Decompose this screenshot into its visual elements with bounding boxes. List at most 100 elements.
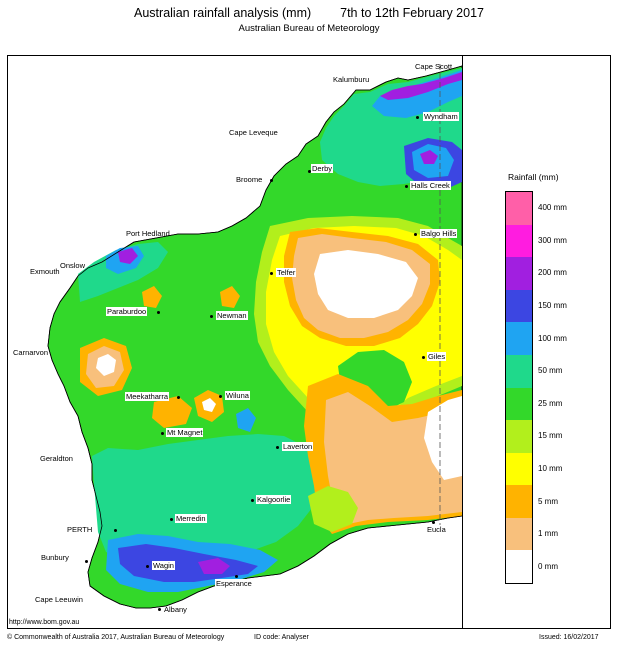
place-marker bbox=[114, 529, 117, 532]
place-marker bbox=[170, 518, 173, 521]
legend-label: 50 mm bbox=[538, 366, 563, 376]
place-label-meekatharra: Meekatharra bbox=[125, 392, 170, 401]
legend-label: 200 mm bbox=[538, 268, 567, 278]
legend-swatch bbox=[506, 387, 532, 421]
newman-5mm bbox=[220, 286, 240, 308]
place-label-balgo-hills: Balgo Hills bbox=[420, 229, 458, 238]
place-marker bbox=[414, 233, 417, 236]
place-marker bbox=[405, 185, 408, 188]
place-marker bbox=[158, 608, 161, 611]
place-label-wiluna: Wiluna bbox=[225, 391, 250, 400]
legend-swatch bbox=[506, 289, 532, 323]
place-marker bbox=[210, 315, 213, 318]
legend-title: Rainfall (mm) bbox=[508, 172, 559, 182]
map-title: Australian rainfall analysis (mm) 7th to… bbox=[0, 6, 618, 20]
place-label-kalgoorlie: Kalgoorlie bbox=[256, 495, 292, 504]
rainfall-map bbox=[8, 56, 462, 628]
legend-color-bar bbox=[505, 191, 533, 584]
place-marker bbox=[270, 179, 273, 182]
southwest-50mm bbox=[92, 434, 320, 564]
place-marker bbox=[219, 395, 222, 398]
coastline bbox=[47, 65, 462, 609]
place-marker bbox=[422, 356, 425, 359]
land-rainfall bbox=[47, 65, 462, 609]
legend-swatch bbox=[506, 485, 532, 519]
laverton-100mm bbox=[236, 408, 256, 432]
legend-label: 25 mm bbox=[538, 398, 563, 408]
meekatharra-5mm bbox=[152, 396, 192, 428]
place-label-broome: Broome bbox=[236, 175, 263, 184]
place-label-cape-leveque: Cape Leveque bbox=[229, 128, 278, 137]
place-label-cape-scott: Cape Scott bbox=[415, 62, 453, 71]
place-label-giles: Giles bbox=[427, 352, 447, 361]
legend-label: 10 mm bbox=[538, 463, 563, 473]
place-marker bbox=[251, 499, 254, 502]
place-label-derby: Derby bbox=[311, 164, 334, 173]
map-legend-divider bbox=[462, 55, 463, 629]
title-text: Australian rainfall analysis (mm) bbox=[134, 6, 312, 20]
place-marker bbox=[85, 560, 88, 563]
place-marker bbox=[177, 396, 180, 399]
legend-label: 150 mm bbox=[538, 301, 567, 311]
place-label-exmouth: Exmouth bbox=[30, 267, 60, 276]
legend-swatch bbox=[506, 224, 532, 258]
place-marker bbox=[270, 272, 273, 275]
legend-label: 5 mm bbox=[538, 496, 558, 506]
wagin-200mm bbox=[198, 558, 230, 574]
legend-swatch bbox=[506, 517, 532, 551]
legend-swatch bbox=[506, 257, 532, 291]
legend-label: 300 mm bbox=[538, 235, 567, 245]
place-marker bbox=[432, 521, 435, 524]
place-label-paraburdoo: Paraburdoo bbox=[106, 307, 148, 316]
place-label-kalumburu: Kalumburu bbox=[333, 75, 370, 84]
legend-label: 15 mm bbox=[538, 431, 563, 441]
place-marker bbox=[146, 565, 149, 568]
place-marker bbox=[416, 116, 419, 119]
place-label-port-hedland: Port Hedland bbox=[126, 229, 170, 238]
place-label-carnarvon: Carnarvon bbox=[13, 348, 49, 357]
website-url: http://www.bom.gov.au bbox=[9, 619, 80, 626]
legend-swatch bbox=[506, 354, 532, 388]
paraburdoo-5mm bbox=[142, 286, 162, 308]
carnarvon-0mm bbox=[96, 354, 116, 376]
legend-swatch bbox=[506, 420, 532, 454]
legend-label: 100 mm bbox=[538, 333, 567, 343]
place-label-esperance: Esperance bbox=[215, 579, 253, 588]
place-label-wyndham: Wyndham bbox=[423, 112, 459, 121]
place-marker bbox=[235, 575, 238, 578]
id-code: ID code: Analyser bbox=[254, 634, 309, 641]
place-marker bbox=[276, 446, 279, 449]
place-label-halls-creek: Halls Creek bbox=[410, 181, 451, 190]
map-subtitle: Australian Bureau of Meteorology bbox=[238, 23, 380, 34]
place-label-onslow: Onslow bbox=[60, 261, 86, 270]
legend-swatch bbox=[506, 322, 532, 356]
place-label-laverton: Laverton bbox=[282, 442, 314, 451]
issued-date: Issued: 16/02/2017 bbox=[539, 634, 599, 641]
nullarbor-0mm bbox=[424, 396, 462, 480]
legend-label: 0 mm bbox=[538, 561, 558, 571]
place-label-merredin: Merredin bbox=[175, 514, 207, 523]
copyright-text: © Commonwealth of Australia 2017, Austra… bbox=[7, 634, 225, 641]
legend-swatch bbox=[506, 550, 532, 584]
halls-creek-200mm bbox=[420, 150, 438, 164]
place-label-wagin: Wagin bbox=[152, 561, 175, 570]
place-label-albany: Albany bbox=[164, 605, 187, 614]
legend-swatch bbox=[506, 192, 532, 226]
place-label-cape-leeuwin: Cape Leeuwin bbox=[35, 595, 83, 604]
place-label-eucla: Eucla bbox=[426, 525, 447, 534]
place-marker bbox=[157, 311, 160, 314]
eucla-15mm bbox=[308, 486, 358, 532]
place-label-mt-magnet: Mt Magnet bbox=[166, 428, 204, 437]
onslow-200mm bbox=[118, 248, 138, 264]
legend-swatch bbox=[506, 452, 532, 486]
title-period: 7th to 12th February 2017 bbox=[340, 6, 484, 20]
place-label-perth: PERTH bbox=[67, 525, 93, 534]
interior-0mm bbox=[314, 250, 418, 318]
legend-label: 400 mm bbox=[538, 203, 567, 213]
place-marker bbox=[308, 170, 311, 173]
wiluna-0mm bbox=[202, 398, 216, 412]
place-label-geraldton: Geraldton bbox=[40, 454, 73, 463]
place-label-bunbury: Bunbury bbox=[41, 553, 69, 562]
place-label-newman: Newman bbox=[216, 311, 248, 320]
place-label-telfer: Telfer bbox=[276, 268, 297, 277]
